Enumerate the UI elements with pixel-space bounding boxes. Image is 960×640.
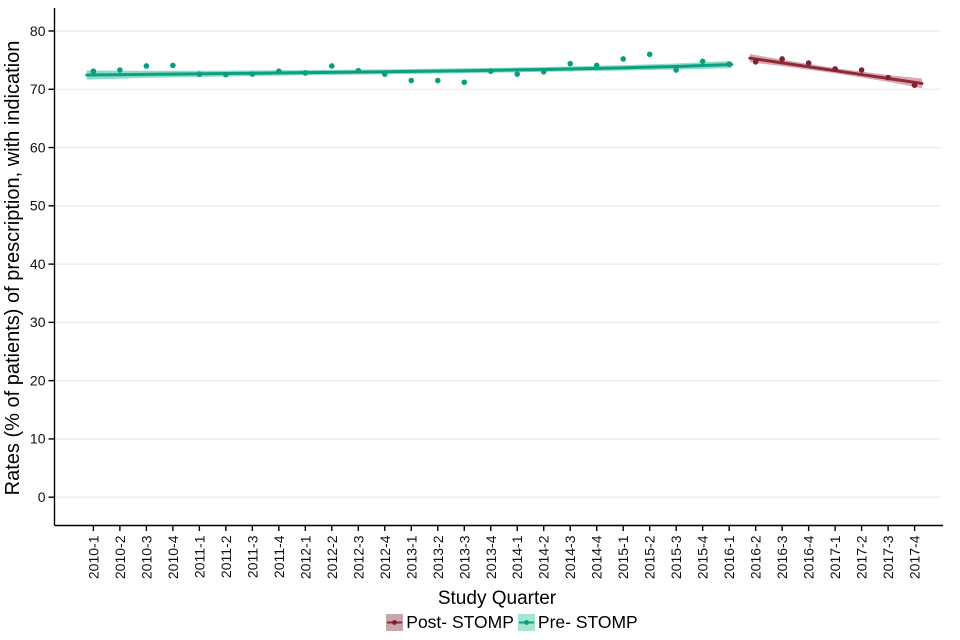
data-point-pre-stomp-2014-1: [514, 71, 521, 77]
x-tick-label-2016-4: 2016-4: [801, 535, 817, 579]
x-tick-label-2013-1: 2013-1: [403, 535, 419, 579]
x-tick-label-2015-2: 2015-2: [642, 535, 658, 579]
x-tick-label-2015-3: 2015-3: [668, 535, 684, 579]
legend-label-pre-stomp: Pre- STOMP: [537, 611, 638, 632]
series-layer: [85, 51, 924, 89]
data-point-pre-stomp-2015-2: [646, 51, 653, 58]
legend-item-post-stomp: Post- STOMP: [386, 612, 514, 633]
legend-key-glyph-post-stomp: [387, 619, 403, 625]
data-point-pre-stomp-2014-2: [540, 68, 547, 75]
data-point-pre-stomp-2013-3: [461, 79, 468, 86]
y-axis-title: Rates (% of patients) of prescription, w…: [2, 41, 24, 496]
data-point-pre-stomp-2010-4: [170, 62, 176, 69]
x-tick-label-2013-2: 2013-2: [430, 535, 446, 579]
x-tick-label-2012-4: 2012-4: [377, 535, 393, 579]
x-tick-label-2010-1: 2010-1: [85, 535, 101, 579]
data-point-pre-stomp-2012-4: [381, 71, 388, 77]
x-tick-label-2011-3: 2011-3: [244, 535, 260, 578]
data-point-pre-stomp-2011-4: [276, 68, 282, 75]
x-tick-label-2012-2: 2012-2: [324, 535, 340, 579]
data-point-pre-stomp-2011-1: [196, 71, 203, 77]
x-tick-label-2017-4: 2017-4: [907, 535, 923, 579]
data-point-pre-stomp-2013-2: [434, 77, 441, 84]
data-point-pre-stomp-2011-3: [249, 71, 256, 77]
x-tick-label-2013-4: 2013-4: [483, 535, 499, 579]
data-point-pre-stomp-2015-3: [673, 67, 679, 73]
x-tick-label-2016-2: 2016-2: [748, 535, 764, 579]
legend-label-post-stomp: Post- STOMP: [406, 611, 514, 632]
data-point-pre-stomp-2010-2: [117, 67, 123, 73]
legend-key-point-pre-stomp: [523, 619, 529, 625]
x-tick-label-2010-4: 2010-4: [165, 535, 181, 579]
chart-legend: Post- STOMP Pre- STOMP: [32, 610, 960, 634]
x-tick-label-2017-2: 2017-2: [854, 535, 870, 579]
data-point-pre-stomp-2011-2: [223, 71, 229, 78]
x-tick-label-2017-3: 2017-3: [880, 535, 896, 579]
axes: 0 10 20 30 40 50 60 70 80 2010-1 2010-2 2010-3 2010-…: [30, 8, 943, 579]
y-tick-label-20: 20: [30, 372, 46, 388]
y-tick-label-50: 50: [30, 198, 46, 214]
data-point-pre-stomp-2013-4: [487, 68, 494, 75]
data-point-post-stomp-2017-2: [858, 67, 865, 73]
x-tick-label-2015-4: 2015-4: [695, 535, 711, 579]
x-tick-label-2010-2: 2010-2: [112, 535, 128, 579]
data-point-pre-stomp-2012-1: [302, 70, 309, 76]
x-tick-label-2010-3: 2010-3: [138, 535, 154, 579]
data-point-pre-stomp-2016-1: [726, 61, 732, 68]
y-tick-label-70: 70: [30, 81, 46, 97]
gridlines: [54, 30, 941, 498]
data-point-post-stomp-2016-3: [779, 56, 785, 62]
x-axis-title: Study Quarter: [438, 588, 557, 609]
x-tick-label-2016-3: 2016-3: [774, 535, 790, 579]
x-tick-label-2012-3: 2012-3: [350, 535, 366, 579]
data-point-pre-stomp-2014-4: [593, 62, 600, 69]
data-point-post-stomp-2016-2: [752, 59, 759, 65]
data-point-pre-stomp-2012-3: [355, 67, 362, 74]
x-tick-label-2017-1: 2017-1: [827, 535, 843, 579]
x-tick-label-2011-1: 2011-1: [191, 535, 207, 578]
data-point-pre-stomp-2012-2: [329, 63, 335, 69]
x-tick-label-2013-3: 2013-3: [456, 535, 472, 579]
y-tick-label-80: 80: [30, 23, 46, 39]
data-point-pre-stomp-2010-3: [143, 63, 150, 69]
y-tick-label-60: 60: [30, 139, 46, 155]
y-tick-label-30: 30: [30, 314, 46, 330]
data-point-post-stomp-2017-4: [911, 82, 918, 88]
data-point-post-stomp-2017-3: [885, 74, 891, 81]
data-point-pre-stomp-2015-4: [699, 58, 706, 65]
x-tick-label-2014-2: 2014-2: [536, 535, 552, 579]
data-point-pre-stomp-2015-1: [620, 56, 626, 62]
x-tick-label-2014-1: 2014-1: [509, 535, 525, 579]
x-tick-label-2011-4: 2011-4: [271, 535, 287, 578]
legend-key-glyph-pre-stomp: [518, 619, 534, 625]
x-tick-label-2011-2: 2011-2: [218, 535, 234, 578]
legend-item-pre-stomp: Pre- STOMP: [517, 611, 638, 633]
trend-line-pre-stomp: [85, 63, 734, 77]
data-point-pre-stomp-2013-1: [408, 77, 415, 84]
y-tick-label-10: 10: [30, 431, 46, 447]
data-point-pre-stomp-2010-1: [90, 68, 97, 75]
legend-key-point-post-stomp: [392, 619, 398, 625]
data-point-post-stomp-2017-1: [832, 66, 838, 72]
legend-key-post-stomp: [386, 613, 404, 631]
x-tick-label-2014-4: 2014-4: [589, 535, 605, 579]
x-tick-label-2012-1: 2012-1: [297, 535, 313, 579]
legend-key-pre-stomp: [517, 613, 535, 631]
y-tick-label-40: 40: [30, 256, 46, 272]
y-tick-label-0: 0: [38, 489, 46, 505]
data-point-post-stomp-2016-4: [805, 60, 812, 66]
x-tick-label-2015-1: 2015-1: [615, 535, 631, 579]
x-tick-label-2016-1: 2016-1: [721, 535, 737, 579]
x-tick-label-2014-3: 2014-3: [562, 535, 578, 579]
data-point-pre-stomp-2014-3: [567, 60, 574, 67]
